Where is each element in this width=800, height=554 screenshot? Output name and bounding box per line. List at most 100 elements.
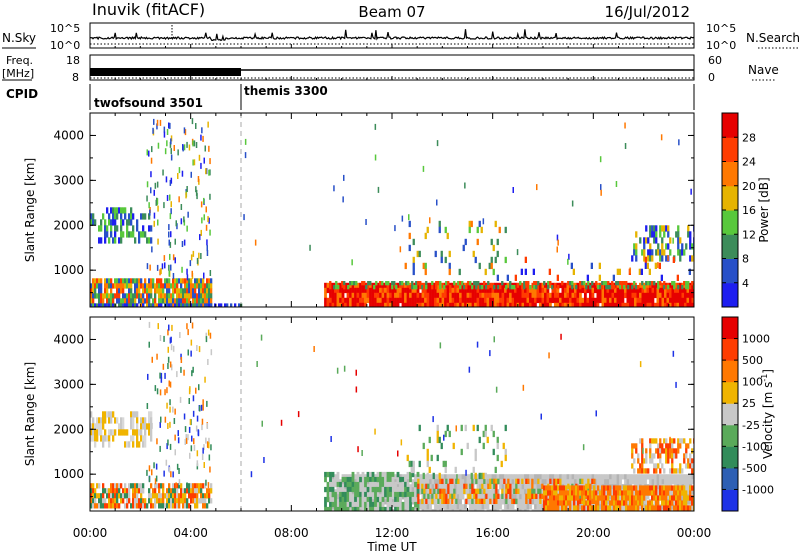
data-cell [124,503,127,509]
data-cell [687,443,690,449]
data-cell [401,501,405,508]
data-cell [565,485,568,491]
data-cell [504,448,507,456]
data-cell [548,268,551,275]
data-cell [649,231,652,238]
data-cell [641,438,644,444]
data-cell [170,344,173,351]
data-cell [619,474,622,480]
data-cell [525,493,528,499]
data-cell [623,485,626,491]
data-cell [202,447,204,454]
data-cell [569,500,572,506]
data-cell [524,256,527,263]
data-cell [157,219,159,226]
data-cell [681,302,685,307]
data-cell [364,297,367,304]
data-cell [346,476,350,483]
data-cell [411,292,415,299]
data-cell [379,471,382,478]
data-cell [184,426,187,433]
data-cell [126,498,129,504]
data-cell [495,478,498,484]
data-cell [504,256,507,264]
data-cell [202,483,205,489]
data-cell [614,302,617,307]
data-cell [526,287,530,294]
data-cell [102,498,105,504]
data-cell [523,281,526,286]
data-cell [414,501,417,508]
data-cell [106,435,109,442]
data-cell [331,491,335,498]
data-cell [523,285,526,290]
data-cell [445,493,448,499]
data-cell [189,260,192,267]
data-cell [471,478,474,484]
data-cell [426,292,430,299]
data-cell [376,302,380,307]
data-cell [493,498,496,504]
data-cell [108,298,111,304]
data-cell [329,506,332,511]
data-cell [163,202,165,209]
data-cell [443,285,446,290]
data-cell [394,501,397,508]
data-cell [564,302,567,307]
data-cell [651,474,655,480]
data-cell [644,287,647,294]
data-cell [494,466,497,474]
data-cell [500,460,503,468]
data-cell [661,282,665,289]
data-cell [431,297,435,304]
data-cell [126,219,129,226]
data-cell [138,231,141,238]
data-cell [394,496,397,503]
data-cell [204,503,207,509]
data-cell [440,442,443,450]
data-cell [156,438,158,445]
data-cell [549,505,552,511]
data-cell [501,493,504,499]
data-cell [354,496,357,503]
data-cell [516,499,520,505]
data-cell [521,489,525,495]
data-cell [371,499,375,505]
data-cell [516,282,520,289]
data-cell [689,292,692,299]
data-cell [549,282,552,289]
data-cell [359,489,362,495]
data-cell [460,448,463,456]
data-cell [90,493,93,499]
data-cell [170,201,172,208]
data-cell [429,282,432,289]
data-cell [586,297,590,304]
data-cell [471,504,475,510]
data-cell [366,486,370,493]
data-cell [409,489,412,495]
data-cell [605,505,608,511]
data-cell [329,287,332,294]
data-cell [494,220,497,228]
data-cell [593,498,596,504]
data-cell [615,505,618,511]
data-cell [543,500,546,506]
data-cell [491,484,495,490]
data-cell [677,237,680,244]
data-cell [641,302,645,307]
data-cell [476,424,479,432]
data-cell [371,282,375,289]
colorbar-tick-label: 28 [742,131,756,144]
data-cell [106,278,109,284]
data-cell [631,463,634,469]
data-cell [180,283,183,289]
data-cell [176,463,179,470]
data-cell [671,297,675,304]
data-cell [166,129,169,135]
data-cell [504,509,507,511]
data-cell [190,445,193,452]
data-cell [484,504,487,510]
data-cell [106,288,109,294]
data-cell [527,493,530,499]
data-cell [208,488,211,494]
